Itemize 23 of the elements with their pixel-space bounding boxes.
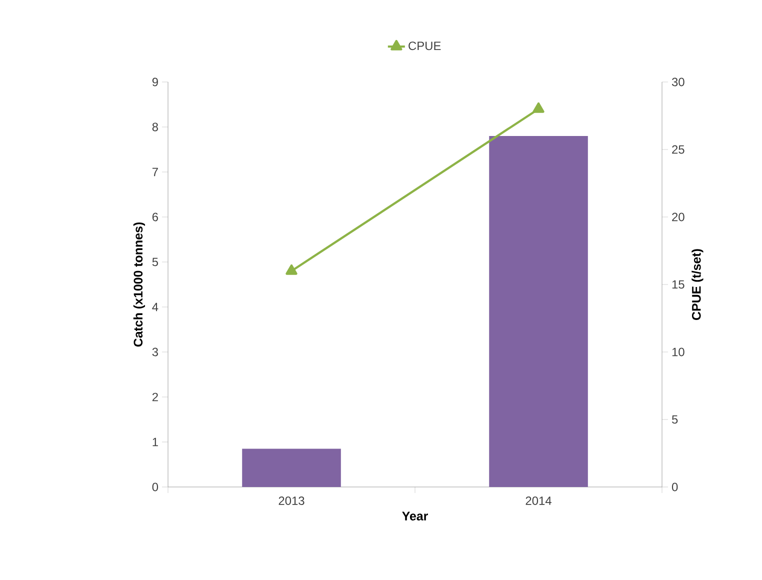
x-axis-title: Year bbox=[402, 512, 428, 520]
y2-tick-label: 25 bbox=[672, 145, 684, 154]
x-tick-label: 2014 bbox=[526, 496, 552, 505]
y-tick-label: 0 bbox=[152, 482, 158, 492]
y2-tick-label: 10 bbox=[672, 348, 684, 356]
legend-label: CPUE bbox=[408, 42, 441, 50]
y2-tick-label: 5 bbox=[672, 415, 678, 424]
y-tick-label: 9 bbox=[152, 78, 158, 86]
x-tick-label: 2013 bbox=[278, 496, 304, 505]
y2-tick-label: 0 bbox=[672, 482, 678, 492]
y2-axis-title: CPUE (t/set) bbox=[692, 249, 704, 320]
y-tick-label: 1 bbox=[152, 438, 158, 446]
y-tick-label: 8 bbox=[152, 122, 158, 132]
y-tick-label: 6 bbox=[152, 212, 158, 222]
y-tick-label: 4 bbox=[152, 302, 158, 312]
y2-tick-label: 15 bbox=[672, 280, 684, 289]
y2-tick-label: 30 bbox=[672, 78, 684, 86]
y-tick-label: 2 bbox=[152, 392, 158, 402]
y-axis-title: Catch (x1000 tonnes) bbox=[133, 222, 146, 347]
y2-tick-label: 20 bbox=[672, 212, 684, 222]
y-tick-label: 7 bbox=[152, 168, 158, 176]
y-tick-label: 3 bbox=[152, 348, 158, 356]
y-tick-label: 5 bbox=[152, 258, 158, 266]
